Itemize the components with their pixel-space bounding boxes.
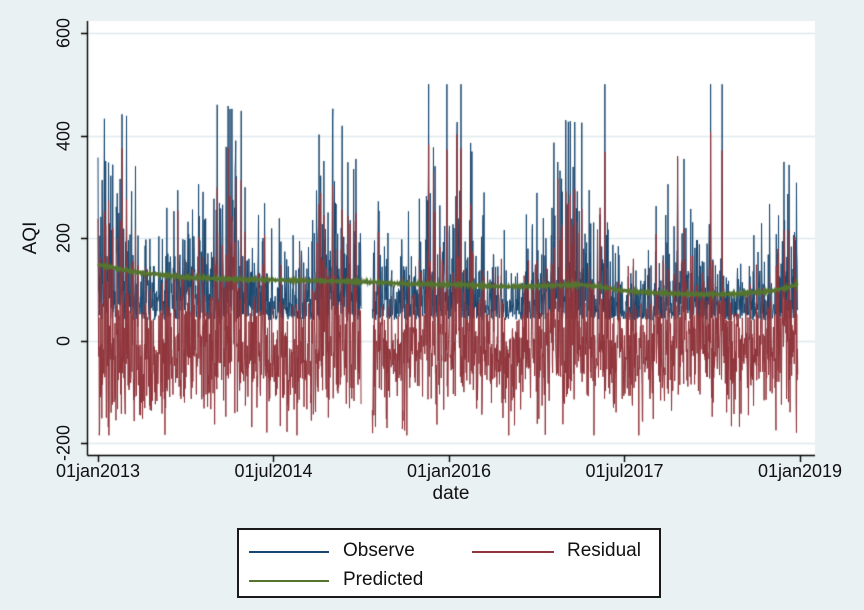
y-tick-label-200: 200 [53,222,74,254]
x-tick-label-01jan2016: 01jan2016 [406,461,492,481]
legend-swatch-observe [249,551,329,553]
y-tick-label-400: 400 [53,120,74,151]
y-tick-label-600: 600 [53,17,74,49]
y-axis-title: AQI [20,221,41,255]
x-tick-label-01jan2013: 01jan2013 [55,461,141,481]
legend-label-observe: Observe [343,540,415,561]
x-axis-title: date [432,483,470,504]
x-tick-label-01jul2017: 01jul2017 [585,461,664,481]
legend-label-predicted: Predicted [343,569,424,590]
y-tick-label-0: 0 [53,335,74,346]
x-tick-label-01jul2014: 01jul2014 [234,461,313,481]
legend: Observe Residual Predicted [237,528,661,598]
y-tick-label-neg200: -200 [53,424,74,462]
legend-swatch-predicted [249,580,329,582]
legend-swatch-residual [472,551,554,553]
legend-label-residual: Residual [567,540,641,561]
x-tick-label-01jan2019: 01jan2019 [757,461,843,481]
